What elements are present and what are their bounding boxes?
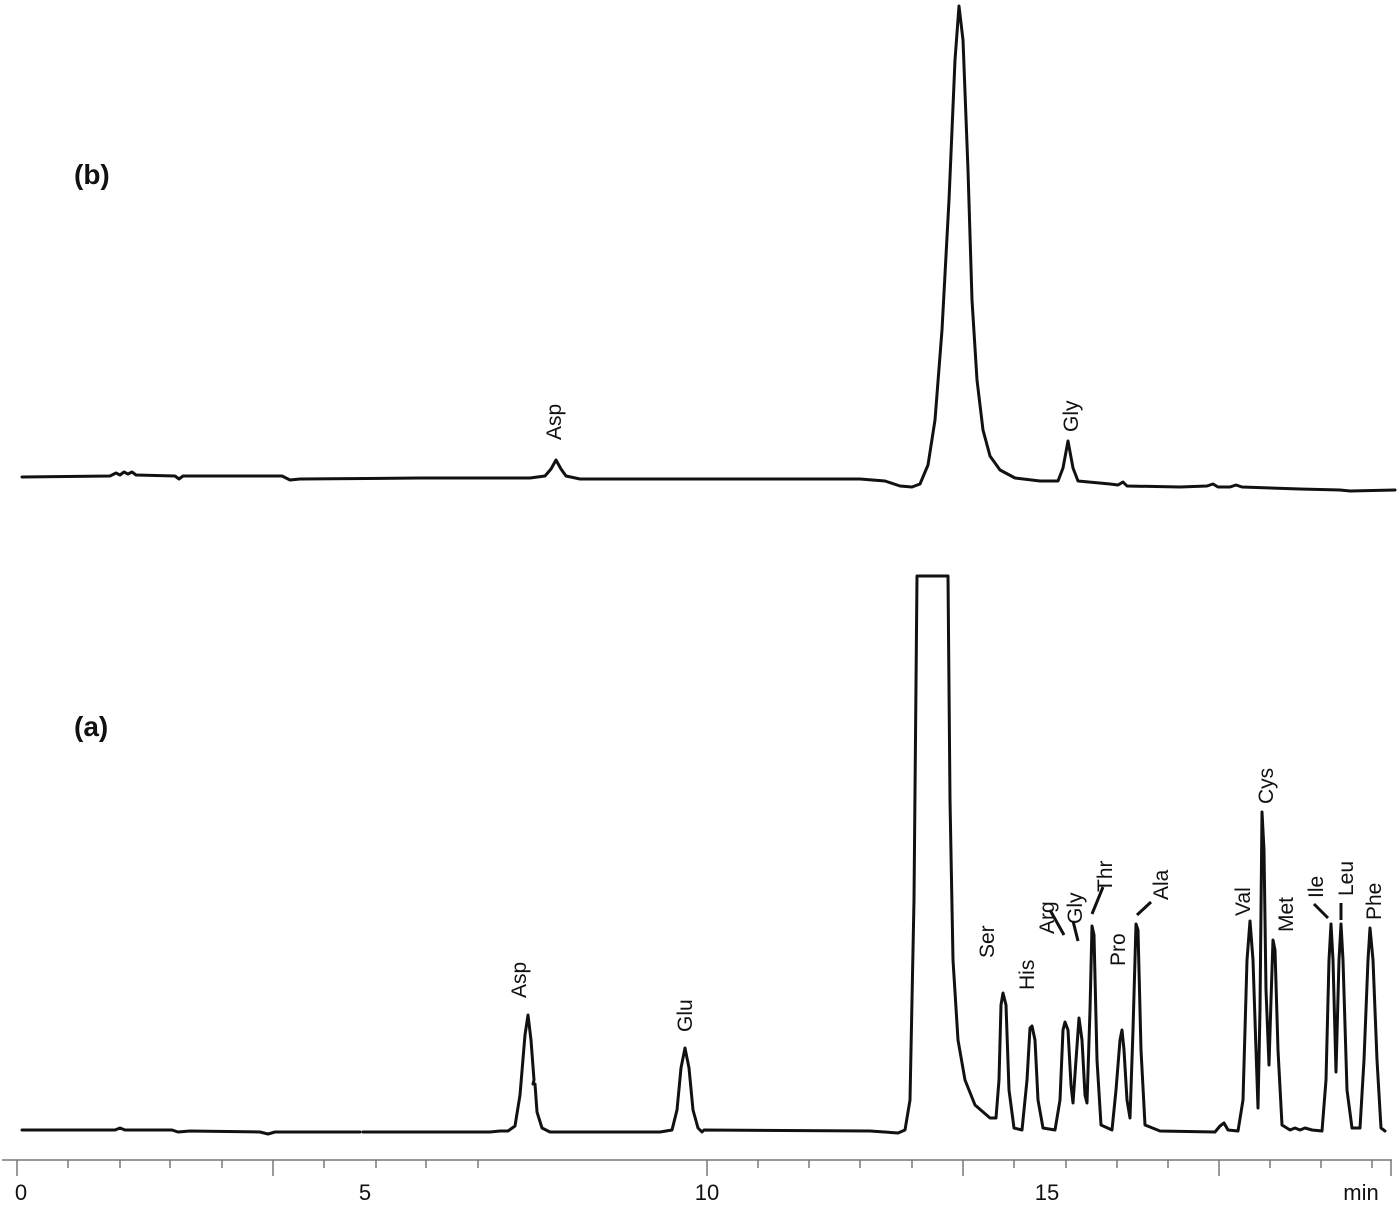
tick-label-0: 0 — [15, 1180, 27, 1205]
peak-label-a-his: His — [1016, 960, 1039, 990]
tick-label-10: 10 — [695, 1180, 719, 1205]
x-axis-unit-label: min — [1343, 1180, 1378, 1205]
tick-label-15: 15 — [1035, 1180, 1059, 1205]
panel-label-a: (a) — [74, 711, 108, 742]
trace-a — [20, 574, 1387, 1136]
peak-label-b-gly: Gly — [1060, 400, 1083, 432]
peak-label-a-thr: Thr — [1094, 860, 1117, 892]
peak-label-a-pro: Pro — [1107, 933, 1130, 966]
peak-label-a-ile: Ile — [1305, 876, 1328, 898]
tick-label-5: 5 — [359, 1180, 371, 1205]
peak-label-a-phe: Phe — [1363, 883, 1386, 920]
peak-label-a-gly: Gly — [1064, 892, 1087, 924]
peak-label-a-val: Val — [1232, 887, 1255, 916]
leader-ile — [1312, 902, 1330, 920]
leader-thr — [1090, 886, 1105, 915]
peak-label-a-leu: Leu — [1335, 861, 1358, 896]
leader-ala — [1135, 900, 1153, 917]
peak-label-a-glu: Glu — [674, 999, 697, 1032]
peak-label-b-asp: Asp — [543, 404, 566, 440]
panel-label-b: (b) — [74, 159, 110, 190]
peak-label-a-met: Met — [1275, 897, 1298, 932]
peak-label-a-ala: Ala — [1150, 869, 1173, 900]
x-axis: 0 5 10 15 min — [2, 1159, 1392, 1205]
peak-label-a-arg: Arg — [1036, 901, 1059, 934]
leader-gly — [1071, 920, 1080, 942]
peak-label-a-ser: Ser — [976, 925, 999, 958]
peak-label-a-cys: Cys — [1255, 768, 1278, 804]
trace-b — [20, 4, 1397, 493]
peak-label-a-asp: Asp — [508, 962, 531, 998]
leader-arg — [1048, 909, 1066, 936]
